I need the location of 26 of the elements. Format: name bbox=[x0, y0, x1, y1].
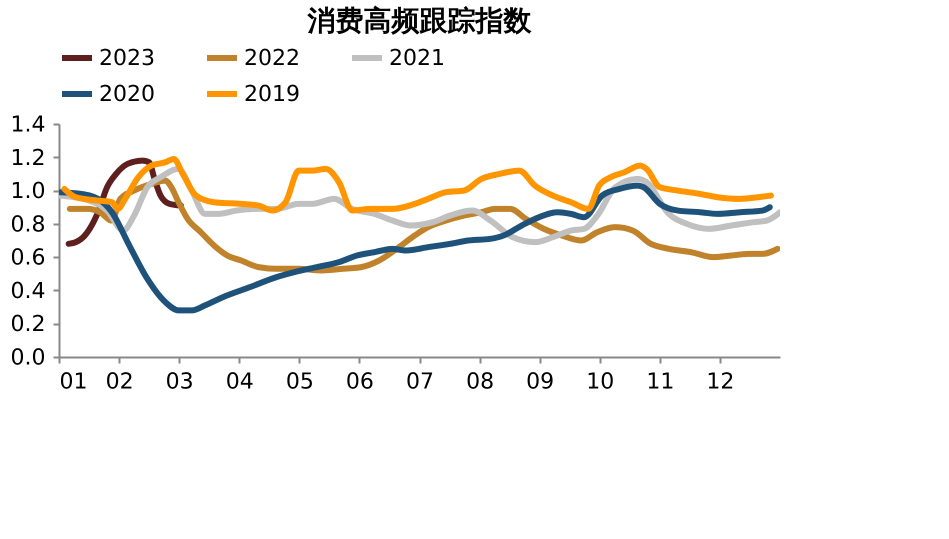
x-tick-label: 02 bbox=[106, 370, 134, 394]
y-tick-label: 1.4 bbox=[10, 112, 46, 138]
x-tick-label: 01 bbox=[60, 370, 88, 394]
x-tick-label: 10 bbox=[586, 370, 614, 394]
y-tick-label: 0.2 bbox=[10, 312, 46, 338]
x-tick-label: 12 bbox=[706, 370, 734, 394]
x-tick-label: 03 bbox=[166, 370, 194, 394]
y-tick-label: 0.8 bbox=[10, 212, 46, 238]
y-tick-label: 1.2 bbox=[10, 146, 46, 171]
legend-label: 2022 bbox=[244, 46, 300, 71]
x-tick-label: 07 bbox=[406, 370, 434, 394]
legend-label: 2020 bbox=[99, 82, 155, 107]
y-tick-label: 1.0 bbox=[10, 179, 46, 204]
y-tick-label: 0.4 bbox=[10, 278, 46, 304]
y-tick-label: 0.0 bbox=[10, 346, 46, 370]
x-tick-label: 06 bbox=[346, 370, 374, 394]
legend-label: 2019 bbox=[244, 82, 300, 107]
chart-title: 消费高频跟踪指数 bbox=[306, 4, 532, 37]
x-tick-label: 04 bbox=[226, 370, 254, 394]
legend-label: 2023 bbox=[99, 46, 155, 71]
x-tick-label: 11 bbox=[646, 370, 674, 394]
x-tick-label: 08 bbox=[466, 370, 494, 394]
legend-label: 2021 bbox=[389, 46, 445, 71]
x-tick-label: 09 bbox=[526, 370, 554, 394]
x-tick-label: 05 bbox=[286, 370, 314, 394]
y-tick-label: 0.6 bbox=[10, 246, 46, 271]
